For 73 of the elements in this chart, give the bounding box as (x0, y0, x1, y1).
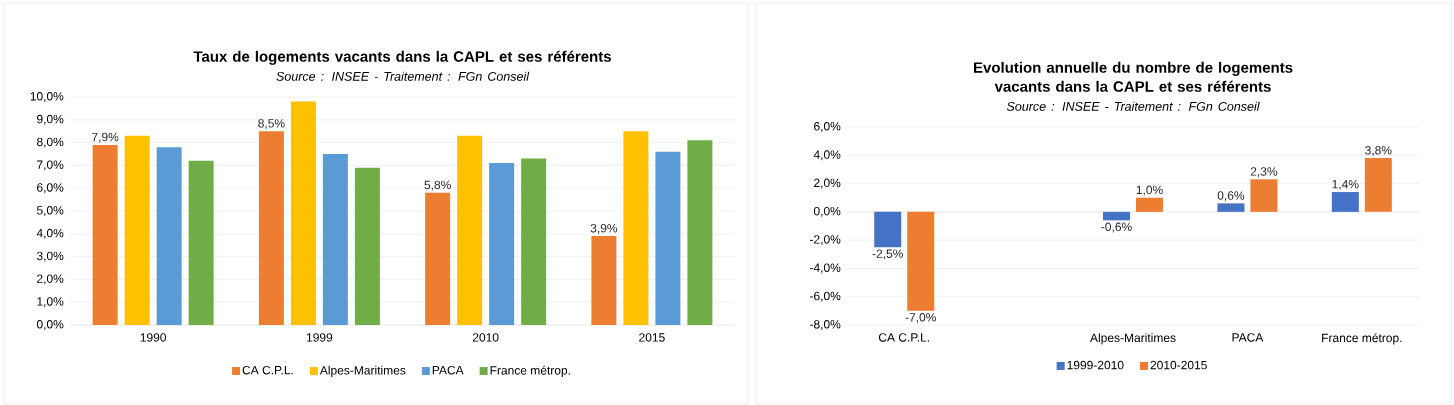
data-label: -0,6% (1101, 222, 1132, 233)
data-label: 1,0% (1136, 185, 1163, 196)
y-tick-label: 5,0% (36, 206, 64, 216)
legend-label: Alpes-Maritimes (319, 365, 406, 377)
y-tick-label: 9,0% (37, 114, 64, 125)
data-label: 8,5% (258, 119, 285, 129)
data-label: -7,0% (905, 313, 936, 323)
data-label: 1,4% (1332, 180, 1359, 190)
legend-label: 1999-2010 (1067, 360, 1124, 370)
y-tick-label: 4,0% (813, 150, 841, 161)
legend-label: France métrop. (490, 365, 570, 377)
y-tick-label: -6,0% (810, 291, 841, 302)
y-tick-label: 6,0% (814, 122, 841, 132)
bar (425, 192, 451, 325)
y-tick-label: -4,0% (810, 263, 841, 274)
x-tick-label: 1999 (306, 333, 333, 342)
x-tick-label: 2010 (472, 333, 499, 342)
x-tick-label: CA C.P.L. (878, 333, 930, 342)
x-tick-label: France métrop. (1322, 333, 1402, 345)
y-tick-label: 1,0% (37, 297, 64, 308)
bar (591, 236, 617, 325)
x-tick-label: PACA (1232, 333, 1264, 342)
bar (354, 167, 380, 325)
bar (907, 211, 935, 311)
chart-title: Taux de logements vacants dans la CAPL et ses référents (193, 50, 611, 65)
y-tick-label: 8,0% (36, 137, 64, 148)
bar (1331, 192, 1359, 212)
bar (521, 158, 547, 325)
bar (457, 135, 483, 325)
bar (92, 144, 118, 325)
y-tick-label: 2,0% (37, 274, 64, 285)
bar (1364, 158, 1392, 212)
bar (1136, 197, 1164, 212)
y-tick-label: 0,0% (36, 320, 64, 330)
legend-label: PACA (432, 365, 464, 375)
data-label: 7,9% (92, 132, 119, 143)
y-tick-label: 2,0% (814, 178, 841, 189)
y-tick-label: 0,0% (813, 206, 841, 217)
bar (188, 160, 214, 325)
y-tick-label: -8,0% (810, 320, 841, 330)
data-label: -2,5% (872, 249, 903, 260)
bar (322, 154, 348, 325)
legend-label: 2010-2015 (1150, 360, 1207, 370)
bar (1103, 211, 1131, 221)
x-tick-label: Alpes-Maritimes (1090, 333, 1176, 345)
data-label: 3,8% (1365, 146, 1392, 156)
y-tick-label: 3,0% (36, 251, 64, 262)
y-tick-label: -2,0% (810, 235, 841, 246)
bar (623, 131, 649, 325)
bar (655, 151, 681, 325)
bar (687, 140, 713, 325)
data-label: 0,6% (1217, 191, 1245, 202)
chart-subtitle: Source : INSEE - Traitement : FGn Conseil (1006, 101, 1260, 111)
legend-label: CA C.P.L. (242, 365, 293, 375)
bar (290, 101, 316, 325)
y-tick-label: 10,0% (30, 92, 64, 102)
y-tick-label: 6,0% (37, 183, 64, 194)
chart-title: Evolution annuelle du nombre de logements vacants dans la CAPL et ses référents (974, 61, 1293, 92)
bar (1250, 179, 1278, 212)
data-label: 3,9% (590, 223, 618, 234)
chart-subtitle: Source : INSEE - Traitement : FGn Conseil (276, 71, 530, 81)
bar (258, 131, 284, 325)
x-tick-label: 2015 (639, 333, 665, 342)
data-label: 2,3% (1250, 167, 1278, 178)
bar (489, 163, 515, 325)
bar (124, 135, 150, 325)
bar (1217, 203, 1245, 212)
data-label: 5,8% (424, 180, 451, 191)
y-tick-label: 7,0% (37, 160, 64, 171)
y-tick-label: 4,0% (36, 228, 64, 239)
bar (874, 211, 902, 248)
bar (156, 147, 182, 325)
x-tick-label: 1990 (140, 333, 167, 342)
